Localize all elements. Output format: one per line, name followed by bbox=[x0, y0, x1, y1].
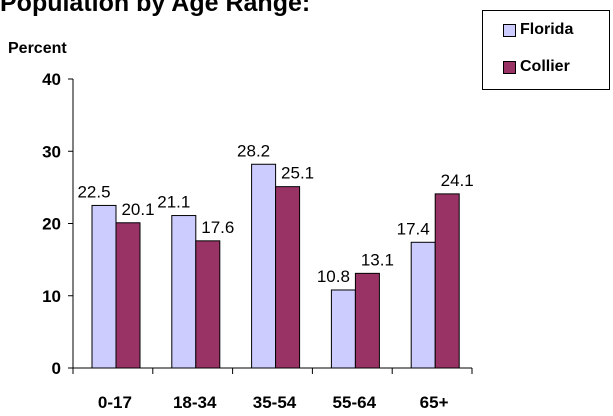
legend-label-collier: Collier bbox=[520, 58, 570, 75]
x-tick-label-65+: 65+ bbox=[420, 393, 449, 412]
data-label-collier-18-34: 17.6 bbox=[201, 218, 234, 237]
bar-florida-18-34 bbox=[171, 215, 197, 369]
data-label-florida-55-64: 10.8 bbox=[317, 267, 350, 286]
bar-florida-65+ bbox=[410, 241, 436, 369]
legend-label-florida: Florida bbox=[520, 21, 574, 38]
bar-collier-18-34 bbox=[195, 240, 221, 369]
legend-item-florida: Florida bbox=[503, 19, 573, 41]
bars-group bbox=[91, 163, 460, 369]
data-label-collier-0-17: 20.1 bbox=[121, 200, 154, 219]
y-tick-label-40: 40 bbox=[42, 70, 61, 89]
bar-collier-35-54 bbox=[275, 186, 301, 369]
bar-florida-55-64 bbox=[330, 289, 356, 369]
bar-florida-35-54 bbox=[251, 163, 277, 369]
data-label-collier-65+: 24.1 bbox=[441, 171, 474, 190]
legend-item-collier: Collier bbox=[503, 56, 570, 78]
bar-florida-0-17 bbox=[91, 204, 117, 369]
legend-swatch-collier bbox=[503, 60, 516, 74]
data-labels-group: 22.5 20.1 21.1 17.6 28.2 25.1 10.8 13.117.4 24.1 bbox=[77, 141, 473, 286]
bar-collier-55-64 bbox=[354, 272, 380, 369]
x-tick-label-55-64: 55-64 bbox=[333, 393, 377, 412]
y-tick-label-0: 0 bbox=[52, 359, 61, 378]
x-tick-label-18-34: 18-34 bbox=[173, 393, 217, 412]
data-label-florida-0-17: 22.5 bbox=[77, 182, 110, 201]
legend-swatch-florida bbox=[503, 23, 516, 37]
y-tick-label-30: 30 bbox=[42, 142, 61, 161]
axes-group: 0 10 20 30 40 0-17 18-34 35-54 55-64 65+ bbox=[42, 70, 473, 412]
y-tick-label-10: 10 bbox=[42, 287, 61, 306]
data-label-florida-35-54: 28.2 bbox=[237, 141, 270, 160]
bar-collier-65+ bbox=[434, 193, 460, 369]
chart-title: Population by Age Range: bbox=[0, 0, 311, 17]
data-label-collier-35-54: 25.1 bbox=[281, 164, 314, 183]
data-label-florida-65+: 17.4 bbox=[397, 219, 430, 238]
data-label-collier-55-64: 13.1 bbox=[361, 250, 394, 269]
y-axis-label: Percent bbox=[8, 40, 67, 57]
bar-collier-0-17 bbox=[115, 222, 141, 369]
y-tick-label-20: 20 bbox=[42, 215, 61, 234]
data-label-florida-18-34: 21.1 bbox=[157, 193, 190, 212]
x-tick-label-0-17: 0-17 bbox=[98, 393, 132, 412]
legend: Florida Collier bbox=[482, 10, 610, 90]
x-tick-label-35-54: 35-54 bbox=[253, 393, 297, 412]
